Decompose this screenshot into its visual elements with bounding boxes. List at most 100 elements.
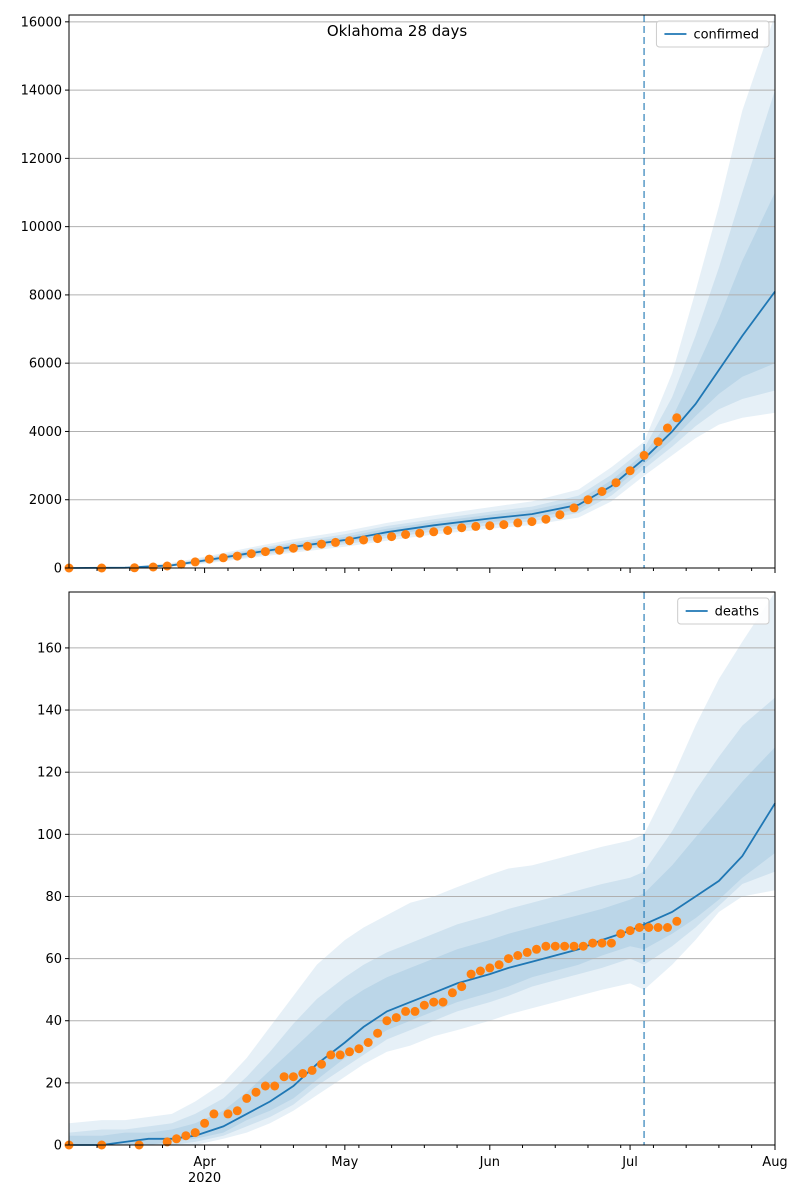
deaths-observed-point (475, 966, 485, 976)
deaths-axes-frame (68, 591, 776, 1146)
deaths-observed-points (64, 916, 682, 1150)
confirmed-observed-point (401, 530, 411, 539)
deaths-observed-point (317, 1059, 326, 1069)
x-tick-label: Jun (479, 1155, 500, 1170)
deaths-y-tick-label: 40 (45, 1014, 62, 1029)
deaths-y-tick-label: 160 (37, 641, 62, 656)
confirmed-observed-point (331, 537, 340, 547)
deaths-band-1 (69, 592, 775, 1145)
deaths-observed-point (181, 1131, 191, 1141)
deaths-observed-point (172, 1134, 181, 1144)
deaths-y-tick-label: 140 (37, 704, 62, 719)
confirmed-x-axis (96, 568, 776, 573)
deaths-observed-point (457, 982, 467, 992)
confirmed-legend: confirmed (655, 20, 770, 48)
deaths-x-axis: Apr May Jun Jul Aug (96, 1145, 788, 1170)
deaths-observed-point (634, 923, 644, 932)
deaths-legend: deaths (677, 597, 770, 625)
deaths-observed-point (363, 1038, 373, 1047)
deaths-observed-point (513, 951, 523, 960)
deaths-panel: 0 20 40 60 80 100 120 140 160 Apr May Jun Jul Aug de… (37, 591, 788, 1170)
confirmed-band-1 (69, 15, 775, 568)
deaths-legend-box (677, 597, 770, 625)
confirmed-y-tick-label: 6000 (29, 357, 62, 372)
confirmed-band-2 (69, 90, 775, 568)
deaths-observed-point (373, 1028, 383, 1038)
confirmed-observed-point (541, 514, 551, 524)
confirmed-observed-point (176, 559, 186, 569)
deaths-y-axis: 0 20 40 60 80 100 120 140 160 (37, 641, 69, 1154)
deaths-observed-point (354, 1044, 364, 1054)
confirmed-observed-point (415, 528, 425, 538)
deaths-observed-point (569, 941, 579, 951)
confirmed-observed-point (148, 562, 158, 572)
deaths-observed-point (345, 1047, 354, 1057)
confirmed-observed-point (639, 450, 649, 460)
confirmed-observed-point (317, 539, 326, 549)
confirmed-observed-point (359, 535, 369, 545)
confirmed-y-tick-label: 14000 (21, 84, 62, 99)
deaths-observed-point (251, 1087, 261, 1097)
deaths-observed-point (541, 941, 551, 951)
deaths-band-2 (69, 697, 775, 1145)
deaths-band-3 (69, 747, 775, 1145)
confirmed-observed-point (611, 478, 621, 488)
confirmed-y-tick-label: 10000 (21, 220, 62, 235)
confirmed-gridlines (69, 21, 775, 569)
confirmed-observed-point (583, 495, 593, 505)
deaths-uncertainty-bands (69, 592, 775, 1145)
confirmed-observed-point (527, 517, 537, 527)
deaths-observed-point (410, 1006, 420, 1016)
deaths-observed-point (672, 916, 682, 926)
deaths-observed-point (625, 926, 635, 936)
x-axis-year-label: 2020 (188, 1171, 221, 1186)
deaths-observed-point (242, 1093, 252, 1103)
x-tick-label: Jul (621, 1155, 638, 1170)
confirmed-observed-point (387, 532, 397, 542)
confirmed-observed-point (513, 518, 523, 528)
confirmed-observed-point (190, 557, 200, 567)
deaths-observed-point (616, 929, 626, 939)
confirmed-y-tick-label: 16000 (21, 15, 62, 30)
deaths-observed-point (429, 997, 439, 1007)
confirmed-uncertainty-bands (69, 15, 775, 568)
confirmed-observed-point (471, 521, 481, 531)
deaths-observed-point (438, 997, 448, 1007)
deaths-observed-point (419, 1000, 429, 1010)
confirmed-panel: 0 2000 4000 6000 8000 10000 12000 14000 16000 co… (21, 14, 776, 577)
deaths-gridlines (69, 647, 775, 1146)
deaths-y-tick-label: 100 (37, 828, 62, 843)
confirmed-observed-point (288, 543, 298, 553)
confirmed-median-line (68, 290, 776, 569)
chart-title: Oklahoma 28 days (327, 22, 468, 40)
confirmed-observed-point (672, 413, 682, 423)
deaths-observed-point (532, 944, 541, 954)
deaths-observed-point (522, 947, 532, 957)
deaths-observed-point (447, 988, 457, 998)
deaths-observed-point (162, 1137, 172, 1147)
deaths-observed-point (223, 1109, 233, 1119)
deaths-observed-point (504, 954, 513, 964)
deaths-observed-point (597, 938, 607, 948)
confirmed-observed-point (303, 541, 312, 551)
deaths-median-line (69, 802, 776, 1146)
deaths-observed-point (606, 938, 616, 948)
deaths-observed-point (578, 941, 588, 951)
x-tick-label: May (331, 1155, 358, 1170)
deaths-observed-point (335, 1050, 345, 1060)
deaths-observed-point (494, 960, 504, 970)
deaths-y-tick-label: 60 (45, 952, 62, 967)
confirmed-y-tick-label: 4000 (29, 425, 62, 440)
deaths-observed-point (200, 1118, 210, 1128)
deaths-observed-point (391, 1013, 401, 1023)
confirmed-observed-point (204, 554, 214, 564)
x-tick-label: Aug (762, 1155, 787, 1170)
confirmed-y-tick-label: 12000 (21, 152, 62, 167)
confirmed-axes-frame (68, 14, 776, 569)
confirmed-observed-point (653, 437, 663, 447)
confirmed-observed-point (246, 549, 256, 559)
confirmed-observed-point (569, 503, 579, 513)
confirmed-band-3 (69, 192, 775, 568)
deaths-y-tick-label: 120 (37, 766, 62, 781)
